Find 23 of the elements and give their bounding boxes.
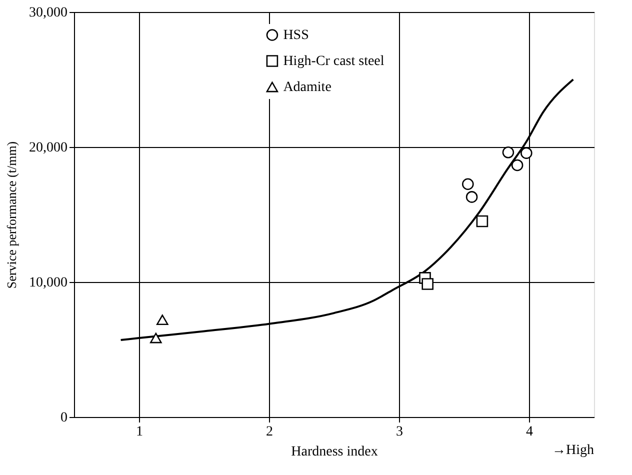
point <box>511 159 524 172</box>
x-tick-label: 4 <box>526 424 533 440</box>
text: →High <box>552 443 594 458</box>
point <box>476 215 488 228</box>
legend-label: HSS <box>283 28 309 43</box>
y-tick-label: 30,000 <box>29 6 68 20</box>
point <box>466 191 478 203</box>
x-tick-label: 1 <box>136 424 143 440</box>
point <box>502 146 514 158</box>
legend-label: Adamite <box>283 80 332 95</box>
y-tick-label: 10,000 <box>29 276 68 290</box>
y-axis-title: Service performance (t/mm) <box>4 141 19 289</box>
point <box>422 278 434 290</box>
y-tick-label: 20,000 <box>29 140 68 156</box>
x-tick-label: 2 <box>266 424 273 440</box>
point <box>520 147 532 159</box>
point <box>150 332 162 344</box>
legend-label: High-Cr cast steel <box>283 54 384 69</box>
point <box>462 178 474 190</box>
point <box>156 314 168 325</box>
x-tick-label: 3 <box>396 424 403 440</box>
y-tick-label: 0 <box>60 410 68 426</box>
x-axis-title: Hardness index <box>291 444 378 460</box>
